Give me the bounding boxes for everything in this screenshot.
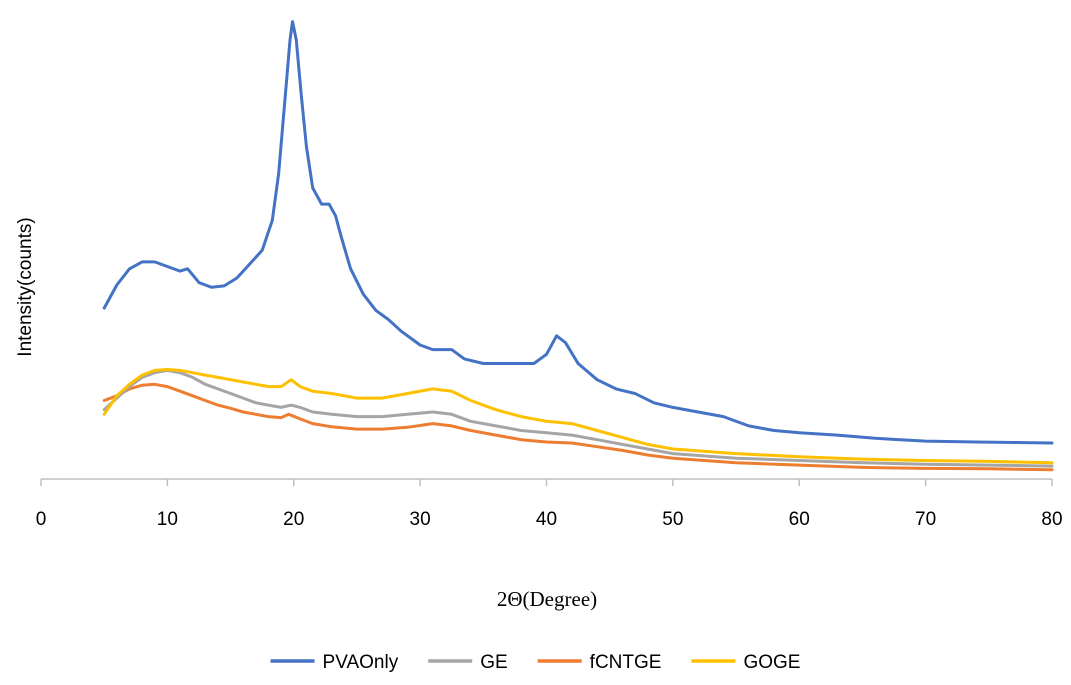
series-line-ge (102, 368, 1054, 468)
x-tick-label: 80 (1041, 509, 1062, 530)
x-tick-label: 0 (36, 509, 47, 530)
series-line-pvaonly (102, 20, 1054, 445)
x-tick-label: 10 (157, 509, 178, 530)
legend-label-fcntge: fCNTGE (590, 652, 662, 673)
legend-label-ge: GE (480, 652, 507, 673)
plot-lines (102, 20, 1054, 472)
legend-label-pvaonly: PVAOnly (323, 652, 399, 673)
x-ticks: 0 10 20 30 40 50 60 70 80 (36, 479, 1063, 530)
series-line-fcntge (102, 382, 1054, 472)
y-axis-label: Intensity(counts) (15, 217, 36, 356)
legend-label-goge: GOGE (743, 652, 800, 673)
x-axis-label: 2Θ(Degree) (497, 587, 597, 611)
legend: PVAOnly GE fCNTGE GOGE (270, 652, 800, 673)
x-tick-label: 40 (536, 509, 557, 530)
x-tick-label: 60 (789, 509, 810, 530)
x-tick-label: 50 (662, 509, 683, 530)
x-tick-label: 30 (410, 509, 431, 530)
x-tick-label: 70 (915, 509, 936, 530)
series-line-goge (102, 368, 1054, 465)
x-tick-label: 20 (283, 509, 304, 530)
